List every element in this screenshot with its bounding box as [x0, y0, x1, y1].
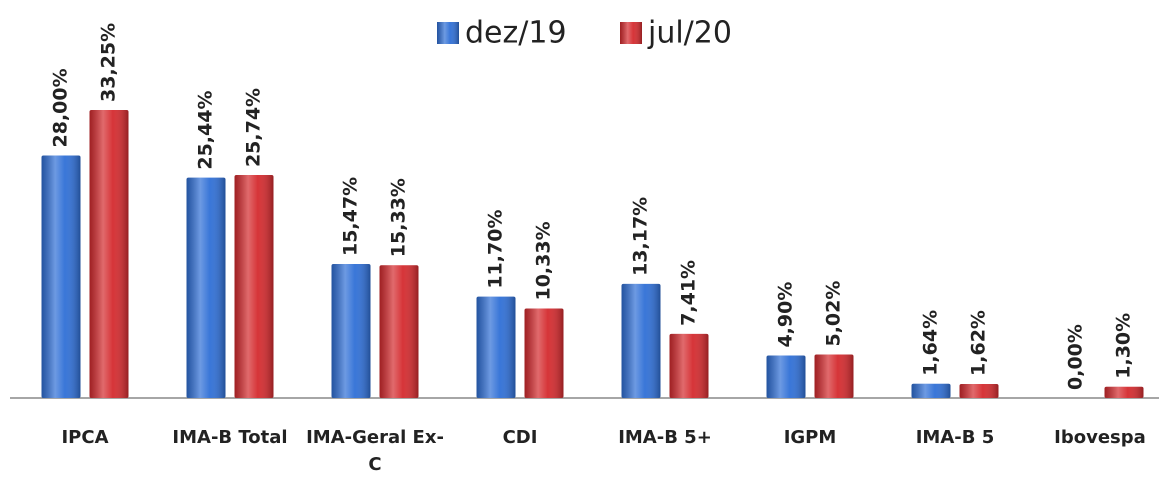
x-tick-label: IMA-Geral Ex-C [306, 427, 444, 475]
bar-shade [669, 333, 709, 398]
value-label: 28,00% [50, 68, 72, 147]
bar-shade [524, 308, 564, 398]
bar-shade [41, 155, 81, 398]
value-label: 25,74% [243, 88, 265, 167]
bar-shade [814, 354, 854, 398]
bar-shade [234, 175, 274, 398]
value-label: 11,70% [485, 210, 507, 289]
x-tick-label: IMA-B Total [172, 427, 288, 448]
bar-shade [621, 283, 661, 398]
value-label: 25,44% [195, 91, 217, 170]
bar-shade [379, 265, 419, 398]
value-label: 1,30% [1113, 313, 1135, 379]
value-label: 33,25% [98, 23, 120, 102]
legend-label: jul/20 [647, 16, 732, 51]
bar-shade [959, 383, 999, 398]
legend-swatch-shade [620, 22, 642, 44]
bar-shade [1104, 386, 1144, 398]
x-tick-label: IMA-B 5 [915, 427, 995, 448]
value-label: 4,90% [775, 282, 797, 348]
bar-shade [186, 177, 226, 398]
value-label: 13,17% [630, 197, 652, 276]
value-label: 5,02% [823, 281, 845, 347]
value-label: 15,33% [388, 178, 410, 257]
legend-swatch-shade [437, 22, 459, 44]
x-tick-label: IPCA [61, 427, 109, 448]
value-label: 1,62% [968, 310, 990, 376]
bar-shade [476, 296, 516, 398]
bar-shade [89, 110, 129, 398]
value-label: 0,00% [1065, 324, 1087, 390]
value-label: 10,33% [533, 221, 555, 300]
x-tick-label: IGPM [783, 427, 837, 448]
x-tick-label: Ibovespa [1054, 427, 1146, 448]
value-label: 15,47% [340, 177, 362, 256]
bar-shade [766, 355, 806, 398]
value-label: 1,64% [920, 310, 942, 376]
bar-shade [911, 383, 951, 398]
value-label: 7,41% [678, 260, 700, 326]
bar-shade [331, 264, 371, 398]
x-tick-label: CDI [502, 427, 538, 448]
legend-label: dez/19 [465, 16, 567, 51]
x-tick-label: IMA-B 5+ [618, 427, 712, 448]
